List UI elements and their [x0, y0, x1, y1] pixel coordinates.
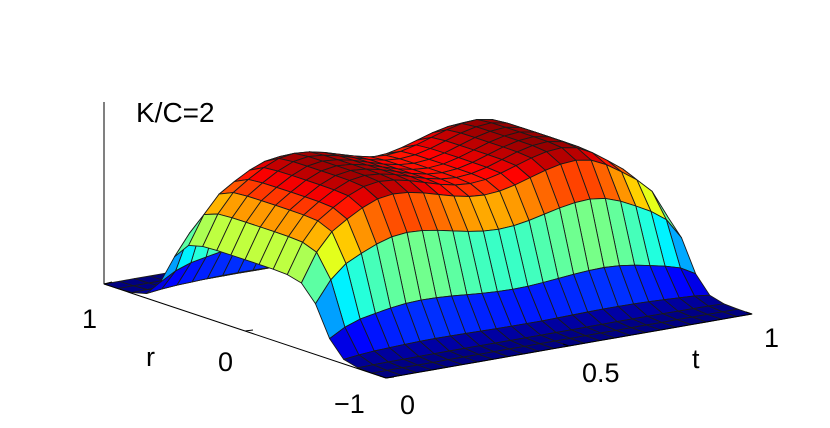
t-tick-label-0: 0 — [400, 390, 415, 420]
r-tick-mark-neg1 — [385, 376, 395, 379]
t-tick-label-05: 0.5 — [582, 358, 620, 388]
t-tick-label-1: 1 — [764, 323, 779, 353]
r-tick-label-1: 1 — [82, 304, 97, 334]
r-tick-mark-0 — [244, 329, 254, 332]
r-tick-mark-1 — [103, 281, 113, 285]
r-axis-label: r — [146, 342, 155, 372]
chart-title: K/C=2 — [136, 97, 215, 128]
r-tick-label-neg1: −1 — [334, 389, 365, 419]
surface-mesh — [103, 119, 753, 379]
axes — [103, 102, 753, 379]
r-tick-label-0: 0 — [218, 347, 233, 377]
t-tick-mark-1 — [745, 311, 753, 315]
t-tick-mark-05 — [562, 343, 570, 347]
t-tick-mark-0 — [379, 375, 387, 379]
t-axis-label: t — [692, 344, 700, 374]
